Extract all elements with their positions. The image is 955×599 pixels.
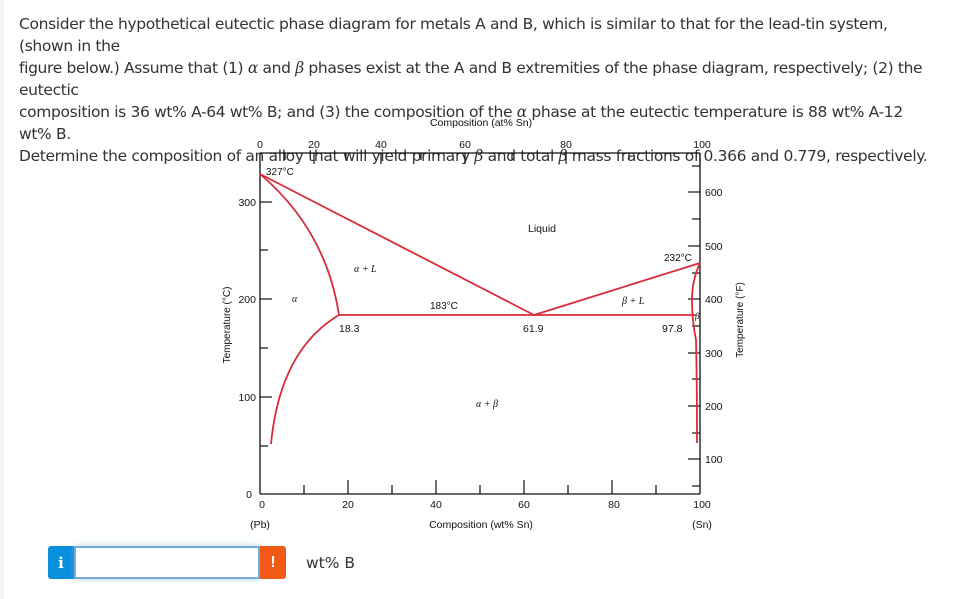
- right-tick-label: 400: [705, 294, 723, 306]
- bottom-tick-label: 0: [259, 499, 265, 511]
- left-tick-label: 300: [238, 197, 256, 209]
- alpha-limit-label: 18.3: [339, 323, 360, 335]
- question-line-4: Determine the composition of an alloy th…: [19, 145, 939, 167]
- top-axis-ticks: [284, 153, 701, 164]
- phase-boundaries: [259, 173, 701, 445]
- beta-limit-label: 97.8: [662, 323, 683, 335]
- right-tick-label: 300: [705, 348, 723, 360]
- top-tick-label: 20: [308, 139, 320, 151]
- bottom-tick-label: 60: [518, 499, 530, 511]
- top-tick-label: 80: [560, 139, 572, 151]
- question-line-2: figure below.) Assume that (1) α and β p…: [19, 57, 939, 101]
- beta-symbol: β: [474, 147, 484, 165]
- alpha-plus-liquid-label: α + L: [354, 264, 377, 275]
- left-edge-strip: [0, 0, 4, 599]
- beta-symbol: β: [295, 59, 304, 77]
- alpha-region-label: α: [292, 294, 298, 305]
- right-tick-label: 600: [705, 187, 723, 199]
- question-text-segment: phase at the eutectic temperature is 88 …: [19, 103, 903, 143]
- beta-plus-liquid-label: β + L: [621, 296, 645, 307]
- left-axis-title: Temperature (°C): [222, 287, 233, 364]
- pb-melting-point-label: 327°C: [266, 167, 294, 178]
- top-tick-label: 100: [693, 139, 711, 151]
- top-tick-label: 60: [459, 139, 471, 151]
- liquid-region-label: Liquid: [528, 223, 556, 235]
- solidus-alpha: [259, 173, 340, 316]
- eutectic-temperature-label: 183°C: [430, 301, 458, 312]
- sn-melting-point-label: 232°C: [664, 253, 692, 264]
- question-text-segment: phases exist at the A and B extremities …: [19, 59, 923, 99]
- bottom-tick-label: 20: [342, 499, 354, 511]
- beta-symbol: β: [558, 147, 568, 165]
- alpha-symbol: α: [247, 59, 258, 77]
- answer-row: i ! wt% B: [48, 546, 355, 579]
- beta-region-label: β: [694, 311, 700, 321]
- left-tick-label: 0: [246, 489, 252, 501]
- alpha-symbol: α: [516, 103, 527, 121]
- right-tick-label: 500: [705, 241, 723, 253]
- bottom-tick-label: 40: [430, 499, 442, 511]
- warning-button[interactable]: !: [260, 546, 286, 579]
- top-tick-label: 40: [375, 139, 387, 151]
- right-axis-title: Temperature (°F): [735, 282, 746, 358]
- info-icon: i: [58, 553, 64, 572]
- left-axis-ticks: [260, 201, 272, 447]
- bottom-tick-label: 80: [608, 499, 620, 511]
- bottom-axis-ticks: [303, 480, 657, 494]
- solvus-beta: [691, 262, 701, 444]
- info-button[interactable]: i: [48, 546, 74, 579]
- solvus-alpha: [270, 314, 340, 445]
- liquidus-right: [533, 262, 701, 316]
- question-text-segment: and total: [483, 147, 559, 165]
- liquidus-left: [259, 173, 535, 316]
- question-text-segment: Consider the hypothetical eutectic phase…: [19, 15, 888, 55]
- question-text: Consider the hypothetical eutectic phase…: [19, 13, 939, 167]
- warning-icon: !: [270, 553, 276, 571]
- answer-input-wrapper[interactable]: [74, 546, 260, 579]
- eutectic-composition-label: 61.9: [523, 323, 544, 335]
- question-line-3: composition is 36 wt% A-64 wt% B; and (3…: [19, 101, 939, 145]
- bottom-tick-label: 100: [693, 499, 711, 511]
- question-text-segment: figure below.) Assume that (1): [19, 59, 248, 77]
- answer-input[interactable]: [86, 549, 246, 576]
- left-tick-label: 100: [238, 392, 256, 404]
- pb-label: (Pb): [250, 519, 270, 531]
- bottom-axis-title: Composition (wt% Sn): [429, 519, 533, 531]
- top-axis-title: Composition (at% Sn): [430, 117, 532, 129]
- right-tick-label: 200: [705, 401, 723, 413]
- question-text-segment: composition is 36 wt% A-64 wt% B; and (3…: [19, 103, 517, 121]
- question-text-segment: Determine the composition of an alloy th…: [19, 147, 475, 165]
- question-text-segment: and: [257, 59, 296, 77]
- sn-label: (Sn): [692, 519, 712, 531]
- right-tick-label: 100: [705, 454, 723, 466]
- question-line-1: Consider the hypothetical eutectic phase…: [19, 13, 939, 57]
- question-text-segment: mass fractions of 0.366 and 0.779, respe…: [567, 147, 928, 165]
- left-tick-label: 200: [238, 294, 256, 306]
- alpha-plus-beta-label: α + β: [476, 399, 498, 410]
- unit-label: wt% B: [306, 553, 356, 572]
- top-tick-label: 0: [257, 139, 263, 151]
